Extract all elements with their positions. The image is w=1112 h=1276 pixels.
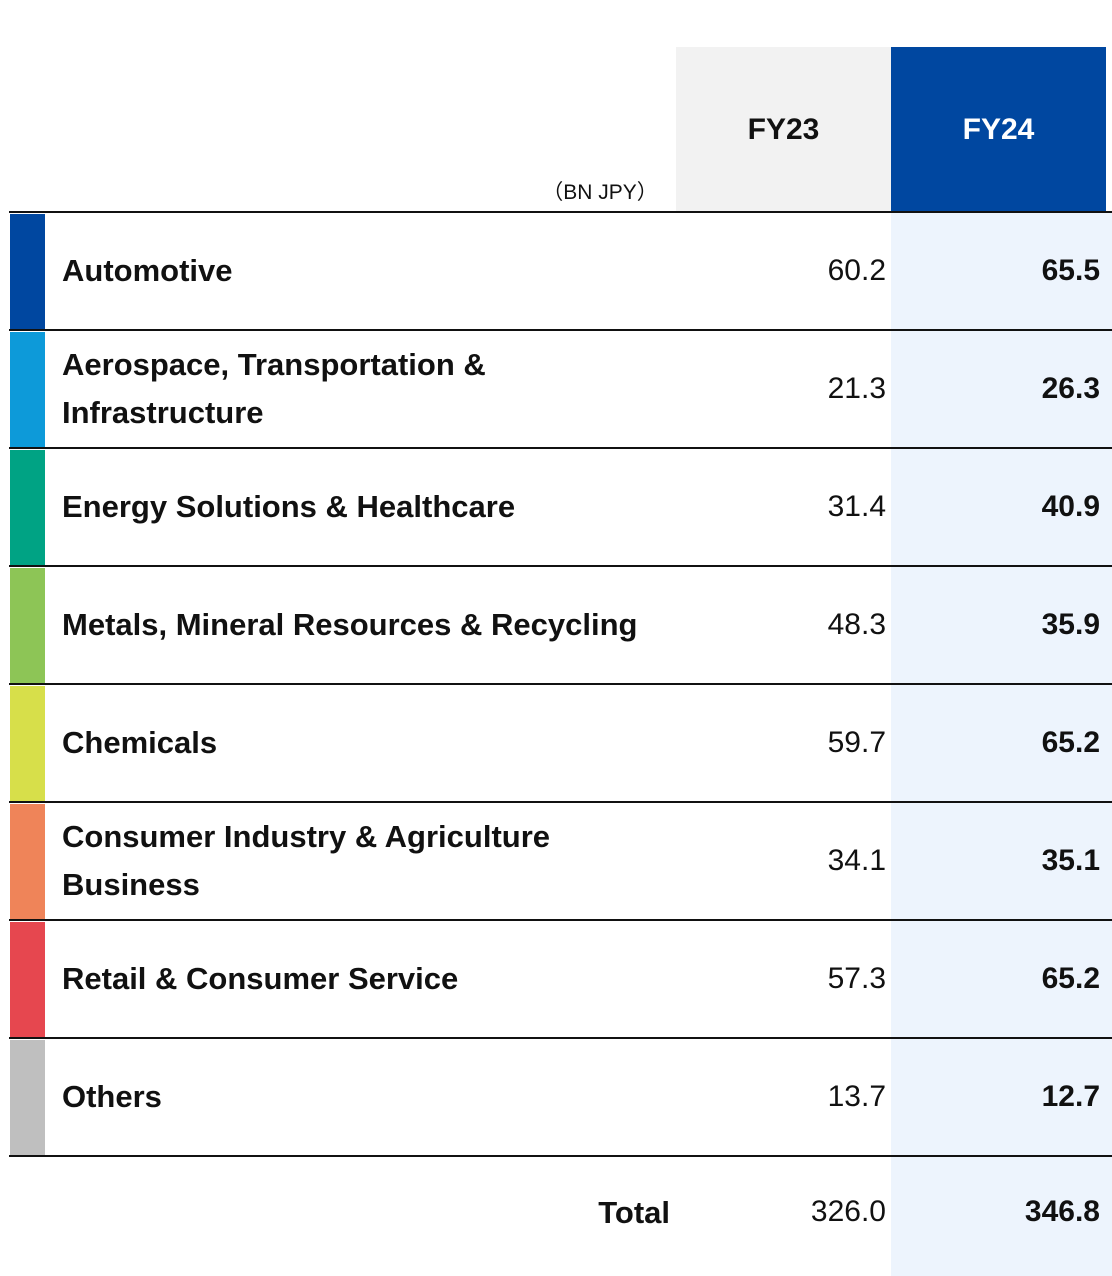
segment-color-bar <box>10 1040 45 1156</box>
segment-label: Metals, Mineral Resources & Recycling <box>62 607 638 642</box>
total-label: Total <box>598 1195 670 1230</box>
segment-color-bar <box>10 686 45 802</box>
row-divider <box>9 447 1112 449</box>
table-row: Consumer Industry & Agriculture Business… <box>0 803 1112 920</box>
total-fy23: 326.0 <box>810 1195 886 1228</box>
segment-color-bar <box>10 332 45 448</box>
value-fy24: 65.2 <box>1041 962 1100 995</box>
table-row: Automotive 60.2 65.5 <box>0 213 1112 330</box>
row-divider <box>9 919 1112 921</box>
value-fy23: 21.3 <box>827 372 886 405</box>
row-divider <box>9 801 1112 803</box>
value-fy23: 60.2 <box>827 254 886 287</box>
column-header-fy24: FY24 <box>891 47 1106 212</box>
row-divider <box>9 565 1112 567</box>
segment-label: Others <box>62 1079 162 1114</box>
table-row: Retail & Consumer Service 57.3 65.2 <box>0 921 1112 1038</box>
segment-label: Aerospace, Transportation & Infrastructu… <box>62 347 486 430</box>
value-fy24: 65.5 <box>1041 254 1100 287</box>
segment-color-bar <box>10 450 45 566</box>
total-fy24: 346.8 <box>1024 1195 1100 1228</box>
segment-label: Chemicals <box>62 725 218 760</box>
segment-label: Automotive <box>62 253 233 288</box>
row-divider <box>9 683 1112 685</box>
unit-label: （BN JPY） <box>542 181 658 204</box>
header-divider <box>9 211 1112 213</box>
value-fy23: 31.4 <box>827 490 886 523</box>
value-fy24: 65.2 <box>1041 726 1100 759</box>
row-divider <box>9 329 1112 331</box>
row-divider <box>9 1155 1112 1157</box>
segment-label: Retail & Consumer Service <box>62 961 459 996</box>
table-row: Aerospace, Transportation & Infrastructu… <box>0 331 1112 448</box>
value-fy24: 40.9 <box>1041 490 1100 523</box>
row-divider <box>9 1037 1112 1039</box>
table-row: Others 13.7 12.7 <box>0 1039 1112 1156</box>
value-fy24: 35.9 <box>1041 608 1100 641</box>
value-fy24: 12.7 <box>1041 1080 1100 1113</box>
value-fy23: 34.1 <box>827 844 886 877</box>
table-row: Energy Solutions & Healthcare 31.4 40.9 <box>0 449 1112 566</box>
segment-color-bar <box>10 804 45 920</box>
value-fy23: 57.3 <box>827 962 886 995</box>
segment-color-bar <box>10 214 45 330</box>
segment-label: Consumer Industry & Agriculture Business <box>62 819 551 902</box>
value-fy23: 48.3 <box>827 608 886 641</box>
value-fy23: 59.7 <box>827 726 886 759</box>
segment-color-bar <box>10 568 45 684</box>
column-header-fy23: FY23 <box>676 47 891 212</box>
table-row: Metals, Mineral Resources & Recycling 48.… <box>0 567 1112 684</box>
value-fy23: 13.7 <box>827 1080 886 1113</box>
value-fy24: 35.1 <box>1041 844 1100 877</box>
fy24-column-highlight <box>891 212 1112 1276</box>
value-fy24: 26.3 <box>1041 372 1100 405</box>
segment-label: Energy Solutions & Healthcare <box>62 489 516 524</box>
table-row: Chemicals 59.7 65.2 <box>0 685 1112 802</box>
segment-color-bar <box>10 922 45 1038</box>
